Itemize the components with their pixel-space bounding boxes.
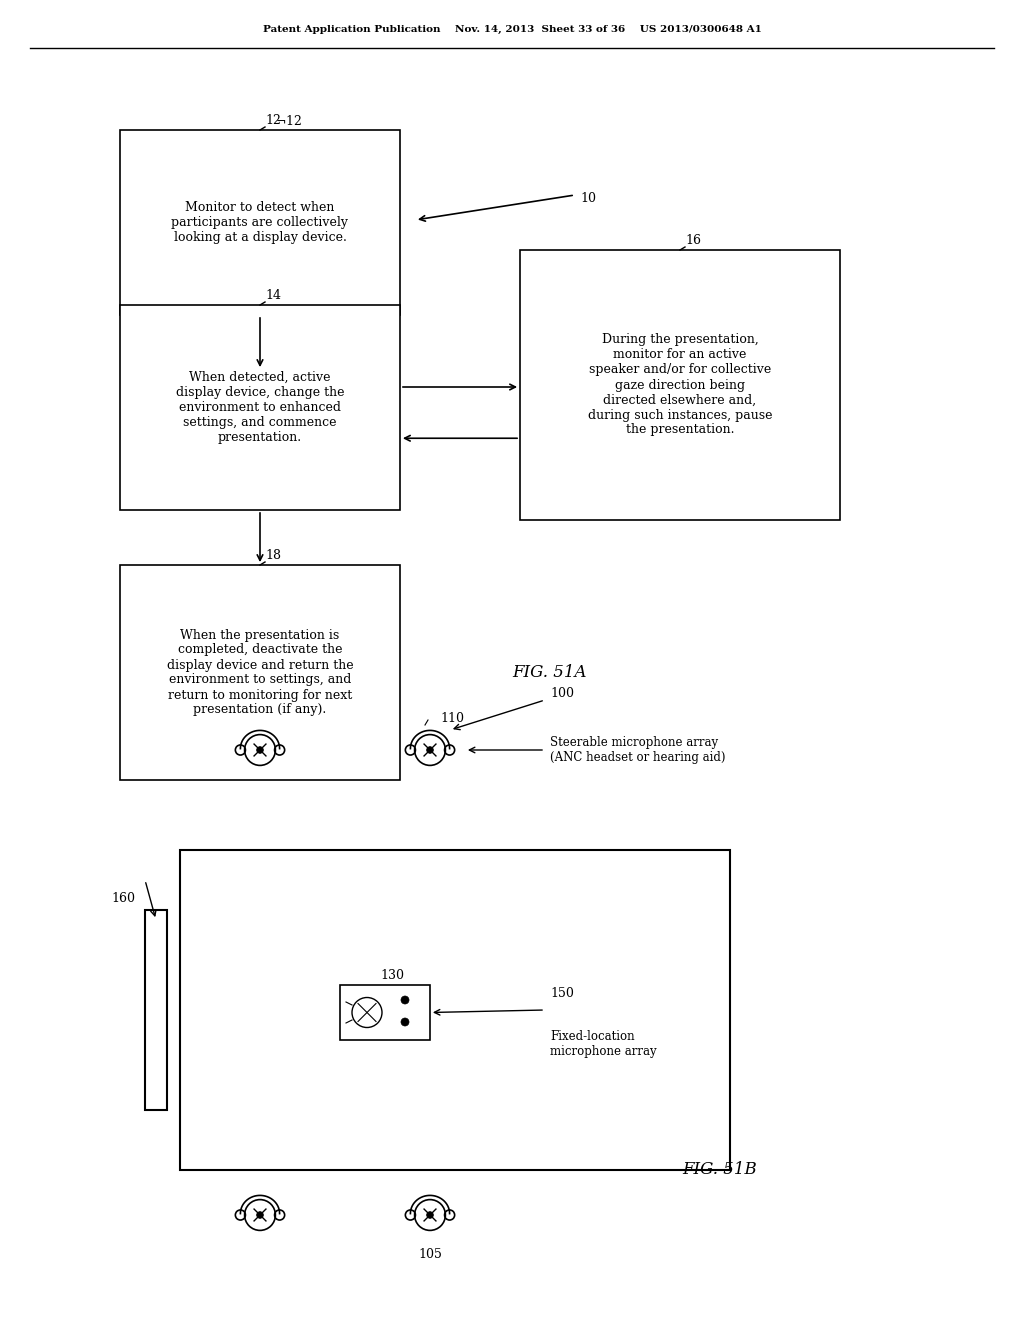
Text: 105: 105 — [418, 1247, 442, 1261]
Text: $\neg$12: $\neg$12 — [275, 114, 302, 128]
Text: 130: 130 — [380, 969, 404, 982]
Text: Steerable microphone array
(ANC headset or hearing aid): Steerable microphone array (ANC headset … — [550, 737, 725, 764]
Circle shape — [401, 1018, 409, 1026]
Text: 18: 18 — [265, 549, 281, 562]
Text: When detected, active
display device, change the
environment to enhanced
setting: When detected, active display device, ch… — [176, 371, 344, 444]
Bar — [145, 909, 167, 1110]
Text: FIG. 51A: FIG. 51A — [513, 664, 587, 681]
Text: Fixed-location
microphone array: Fixed-location microphone array — [550, 1030, 656, 1059]
Text: 100: 100 — [550, 686, 574, 700]
FancyBboxPatch shape — [120, 305, 400, 510]
FancyBboxPatch shape — [520, 249, 840, 520]
Text: 16: 16 — [685, 234, 701, 247]
FancyBboxPatch shape — [120, 565, 400, 780]
Text: 14: 14 — [265, 289, 281, 302]
Circle shape — [257, 747, 263, 754]
Text: 12: 12 — [265, 114, 281, 127]
Text: When the presentation is
completed, deactivate the
display device and return the: When the presentation is completed, deac… — [167, 628, 353, 717]
Text: Monitor to detect when
participants are collectively
looking at a display device: Monitor to detect when participants are … — [171, 201, 348, 244]
Text: During the presentation,
monitor for an active
speaker and/or for collective
gaz: During the presentation, monitor for an … — [588, 334, 772, 437]
Text: Patent Application Publication    Nov. 14, 2013  Sheet 33 of 36    US 2013/03006: Patent Application Publication Nov. 14, … — [262, 25, 762, 34]
Text: 110: 110 — [440, 711, 464, 725]
Text: 150: 150 — [550, 987, 573, 1001]
Circle shape — [427, 747, 433, 754]
Text: FIG. 51B: FIG. 51B — [683, 1162, 758, 1179]
Bar — [340, 985, 430, 1040]
FancyBboxPatch shape — [120, 129, 400, 315]
Circle shape — [401, 997, 409, 1005]
Text: 160: 160 — [111, 892, 135, 906]
Circle shape — [257, 1212, 263, 1218]
Text: 10: 10 — [580, 191, 596, 205]
Bar — [180, 850, 730, 1170]
Circle shape — [427, 1212, 433, 1218]
